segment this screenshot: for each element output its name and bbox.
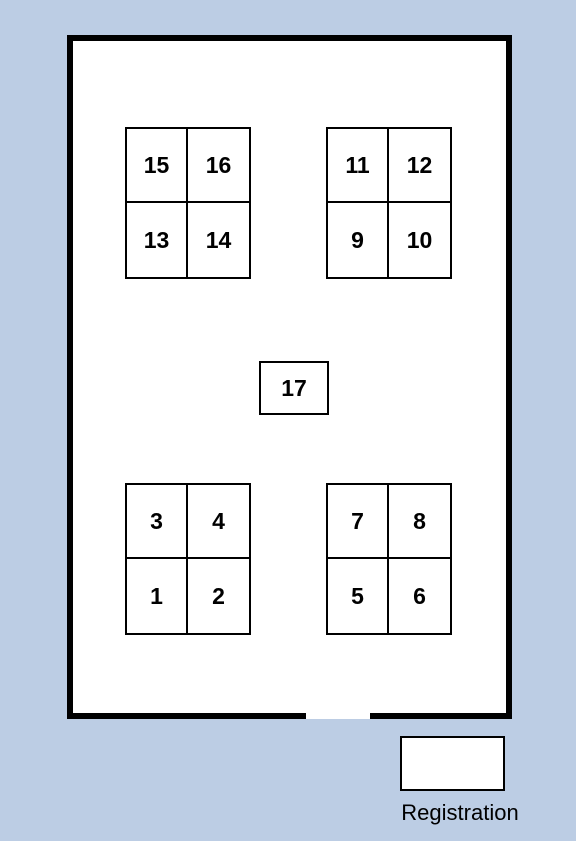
block-top-left: 15161314: [125, 127, 251, 279]
block-center: 17: [259, 361, 329, 415]
booth-1: 1: [125, 559, 188, 635]
booth-8: 8: [389, 483, 452, 559]
booth-5: 5: [326, 559, 389, 635]
booth-16: 16: [188, 127, 251, 203]
booth-6: 6: [389, 559, 452, 635]
booth-7: 7: [326, 483, 389, 559]
booth-3: 3: [125, 483, 188, 559]
registration-label: Registration: [390, 800, 530, 826]
block-bottom-left: 3412: [125, 483, 251, 635]
booth-4: 4: [188, 483, 251, 559]
wall-left: [67, 35, 73, 719]
wall-right: [506, 35, 512, 719]
booth-12: 12: [389, 127, 452, 203]
wall-bottom-left: [67, 713, 306, 719]
booth-11: 11: [326, 127, 389, 203]
booth-15: 15: [125, 127, 188, 203]
booth-10: 10: [389, 203, 452, 279]
wall-top: [67, 35, 512, 41]
block-top-right: 1112910: [326, 127, 452, 279]
booth-14: 14: [188, 203, 251, 279]
floor-plan-canvas: 1516131411129103412785617Registration: [0, 0, 576, 841]
registration-box: [400, 736, 505, 791]
wall-bottom-right: [370, 713, 512, 719]
booth-13: 13: [125, 203, 188, 279]
booth-17: 17: [259, 361, 329, 415]
booth-2: 2: [188, 559, 251, 635]
booth-9: 9: [326, 203, 389, 279]
block-bottom-right: 7856: [326, 483, 452, 635]
